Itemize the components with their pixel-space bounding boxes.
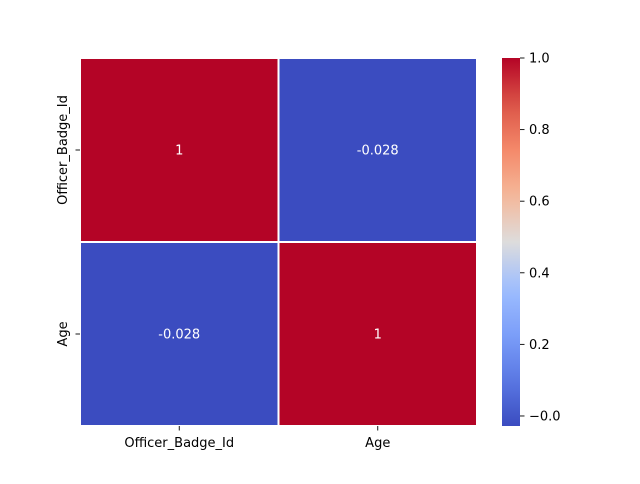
- x-axis: Officer_Badge_Id Age: [124, 426, 390, 451]
- heatmap-annotations: 1 -0.028 -0.028 1: [158, 144, 398, 343]
- cell-annotation: 1: [175, 144, 183, 159]
- y-tick-label: Age: [56, 321, 71, 346]
- heatmap-cells: [79, 57, 478, 427]
- colorbar-gradient: [502, 58, 520, 426]
- colorbar-tick-label: 1.0: [529, 52, 550, 67]
- colorbar-tick-label: 0.6: [529, 195, 550, 210]
- colorbar-tick-label: 0.2: [529, 338, 550, 353]
- heatmap-cell: [79, 241, 280, 427]
- heatmap-cell: [79, 57, 280, 243]
- cell-annotation: -0.028: [158, 328, 200, 343]
- heatmap-cell: [277, 57, 478, 243]
- colorbar-tick-label: 0.4: [529, 266, 550, 281]
- colorbar: −0.0 0.2 0.4 0.6 0.8 1.0: [502, 52, 561, 426]
- colorbar-tick-label: 0.8: [529, 123, 550, 138]
- heatmap-cell: [277, 241, 478, 427]
- cell-annotation: 1: [374, 328, 382, 343]
- y-tick-label: Officer_Badge_Id: [56, 95, 71, 205]
- y-axis: Officer_Badge_Id Age: [56, 95, 80, 347]
- colorbar-tick-label: −0.0: [529, 409, 561, 424]
- cell-annotation: -0.028: [357, 144, 399, 159]
- x-tick-label: Officer_Badge_Id: [124, 436, 234, 451]
- x-tick-label: Age: [365, 436, 390, 451]
